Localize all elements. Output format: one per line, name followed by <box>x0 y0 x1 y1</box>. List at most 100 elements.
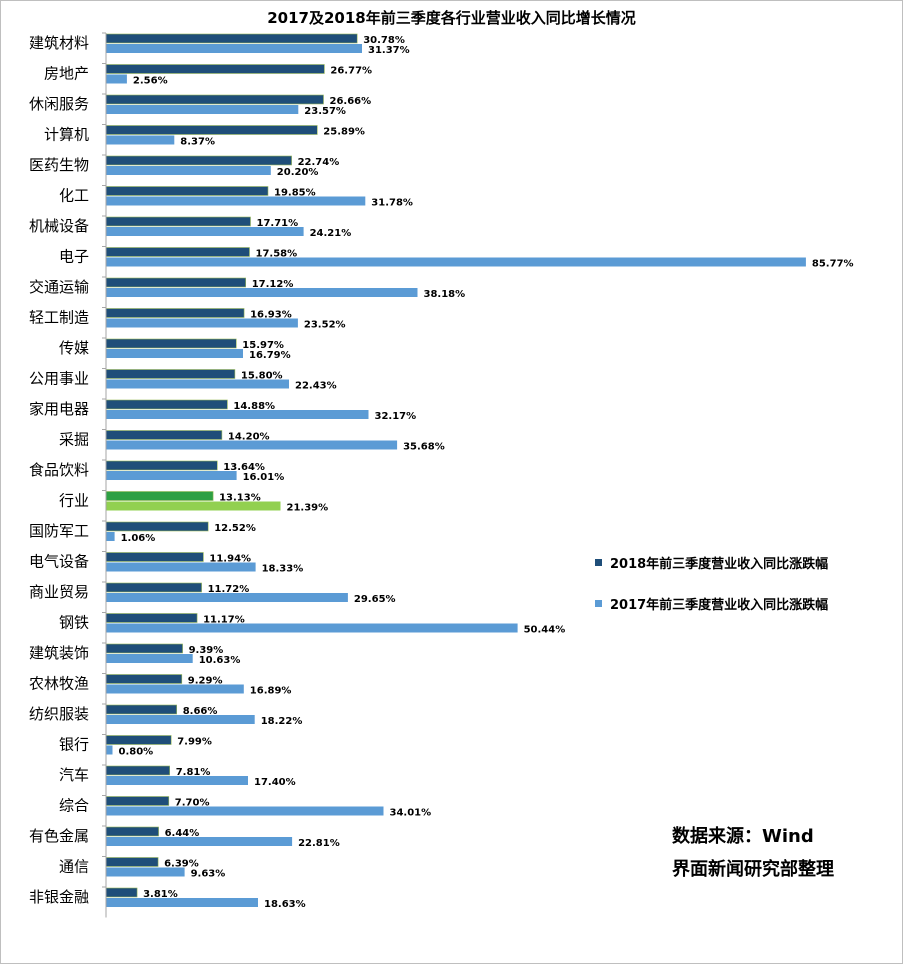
data-label-2018: 7.81% <box>176 767 211 778</box>
legend-item-2017: 2017年前三季度营业收入同比涨跌幅 <box>595 594 828 613</box>
data-label-2017: 23.57% <box>304 106 346 117</box>
category-label: 商业贸易 <box>29 583 89 601</box>
bar-2017 <box>106 471 237 480</box>
data-label-2018: 13.13% <box>219 493 261 504</box>
category-label: 机械设备 <box>29 217 89 235</box>
data-label-2018: 19.85% <box>274 188 316 199</box>
category-label: 公用事业 <box>29 370 89 388</box>
data-label-2017: 18.63% <box>264 899 306 910</box>
bar-2017 <box>106 776 248 785</box>
data-label-2017: 17.40% <box>254 777 296 788</box>
bar-2017 <box>106 532 115 541</box>
category-label: 交通运输 <box>29 278 89 296</box>
category-label: 食品饮料 <box>29 461 89 479</box>
data-label-2017: 9.63% <box>191 869 226 880</box>
data-label-2017: 10.63% <box>199 655 241 666</box>
category-label: 家用电器 <box>29 400 89 418</box>
bar-2017 <box>106 562 256 572</box>
bar-2017 <box>106 318 298 328</box>
bar-2017 <box>106 410 369 419</box>
bar-2018 <box>105 247 250 257</box>
bar-2018 <box>105 64 325 74</box>
bar-2018 <box>105 887 138 898</box>
bar-2017 <box>106 745 113 755</box>
data-label-2018: 15.97% <box>242 340 284 351</box>
bar-2017 <box>106 867 185 877</box>
data-label-2017: 38.18% <box>424 289 466 300</box>
chart-title: 2017及2018年前三季度各行业营业收入同比增长情况 <box>267 9 636 27</box>
bar-2018 <box>105 857 159 867</box>
category-label: 房地产 <box>44 65 89 83</box>
data-label-2017: 16.79% <box>249 350 291 361</box>
bar-2018 <box>105 582 202 593</box>
legend-swatch-2018 <box>595 559 602 566</box>
data-label-2018: 3.81% <box>143 889 178 900</box>
category-label: 计算机 <box>44 126 89 144</box>
data-label-2018: 7.99% <box>177 737 212 748</box>
category-label: 钢铁 <box>59 614 89 632</box>
category-label: 通信 <box>59 858 89 876</box>
data-label-2018: 15.80% <box>241 371 283 382</box>
category-label: 非银金融 <box>29 888 89 906</box>
bar-2017 <box>106 898 258 907</box>
bar-2018 <box>105 94 324 105</box>
bar-2017 <box>106 227 304 236</box>
data-label-2018: 11.94% <box>209 554 251 565</box>
bar-2018 <box>105 521 209 532</box>
bar-2017 <box>106 806 384 816</box>
data-label-2017: 20.20% <box>277 167 319 178</box>
data-label-2018: 6.39% <box>164 859 199 870</box>
data-label-2018: 14.20% <box>228 432 270 443</box>
data-label-2018: 25.89% <box>323 127 365 138</box>
category-label: 行业 <box>59 492 89 510</box>
bar-2018 <box>105 796 170 806</box>
bar-2017 <box>106 44 362 53</box>
bar-2018 <box>105 674 183 684</box>
data-label-2017: 31.37% <box>368 45 410 56</box>
data-label-2017: 16.89% <box>250 686 292 697</box>
bar-2018 <box>105 735 172 745</box>
category-label: 轻工制造 <box>29 309 89 327</box>
bar-2017 <box>106 257 806 267</box>
category-label: 休闲服务 <box>29 95 89 113</box>
bar-2018 <box>105 399 228 410</box>
source-note: 数据来源：Wind <box>672 826 814 847</box>
bar-2018 <box>105 125 318 135</box>
legend-swatch-2017 <box>595 600 602 607</box>
data-label-2018: 16.93% <box>250 310 292 321</box>
bar-2018 <box>105 643 183 654</box>
bar-2017 <box>106 440 398 450</box>
data-label-2017: 8.37% <box>180 137 215 148</box>
bar-2017 <box>106 379 289 389</box>
data-label-2017: 22.43% <box>295 381 337 392</box>
data-label-2017: 85.77% <box>812 259 854 270</box>
data-label-2018: 17.12% <box>252 279 294 290</box>
data-label-2017: 2.56% <box>133 76 168 87</box>
data-label-2018: 9.39% <box>189 645 224 656</box>
data-label-2018: 7.70% <box>175 798 210 809</box>
data-label-2017: 34.01% <box>390 808 432 819</box>
bar-2018 <box>105 277 246 288</box>
bar-2017 <box>106 837 293 846</box>
data-label-2017: 16.01% <box>243 472 285 483</box>
data-label-2018: 13.64% <box>223 462 265 473</box>
bar-2017 <box>106 74 127 84</box>
data-label-2018: 17.58% <box>256 249 298 260</box>
data-label-2017: 24.21% <box>310 228 352 239</box>
bar-2018 <box>105 552 204 562</box>
bar-2018 <box>105 33 358 44</box>
bar-2017 <box>106 288 418 297</box>
bar-2018 <box>105 308 245 318</box>
data-label-2018: 26.77% <box>330 66 372 77</box>
category-label: 纺织服装 <box>29 705 89 723</box>
data-label-2017: 32.17% <box>375 411 417 422</box>
bar-2017 <box>106 135 175 145</box>
bar-2017 <box>106 654 193 663</box>
bar-2018 <box>105 491 214 501</box>
category-label: 国防军工 <box>29 522 89 540</box>
bar-2018 <box>105 826 159 837</box>
bar-2018 <box>105 765 171 776</box>
data-label-2018: 26.66% <box>330 96 372 107</box>
category-label: 化工 <box>59 187 89 205</box>
